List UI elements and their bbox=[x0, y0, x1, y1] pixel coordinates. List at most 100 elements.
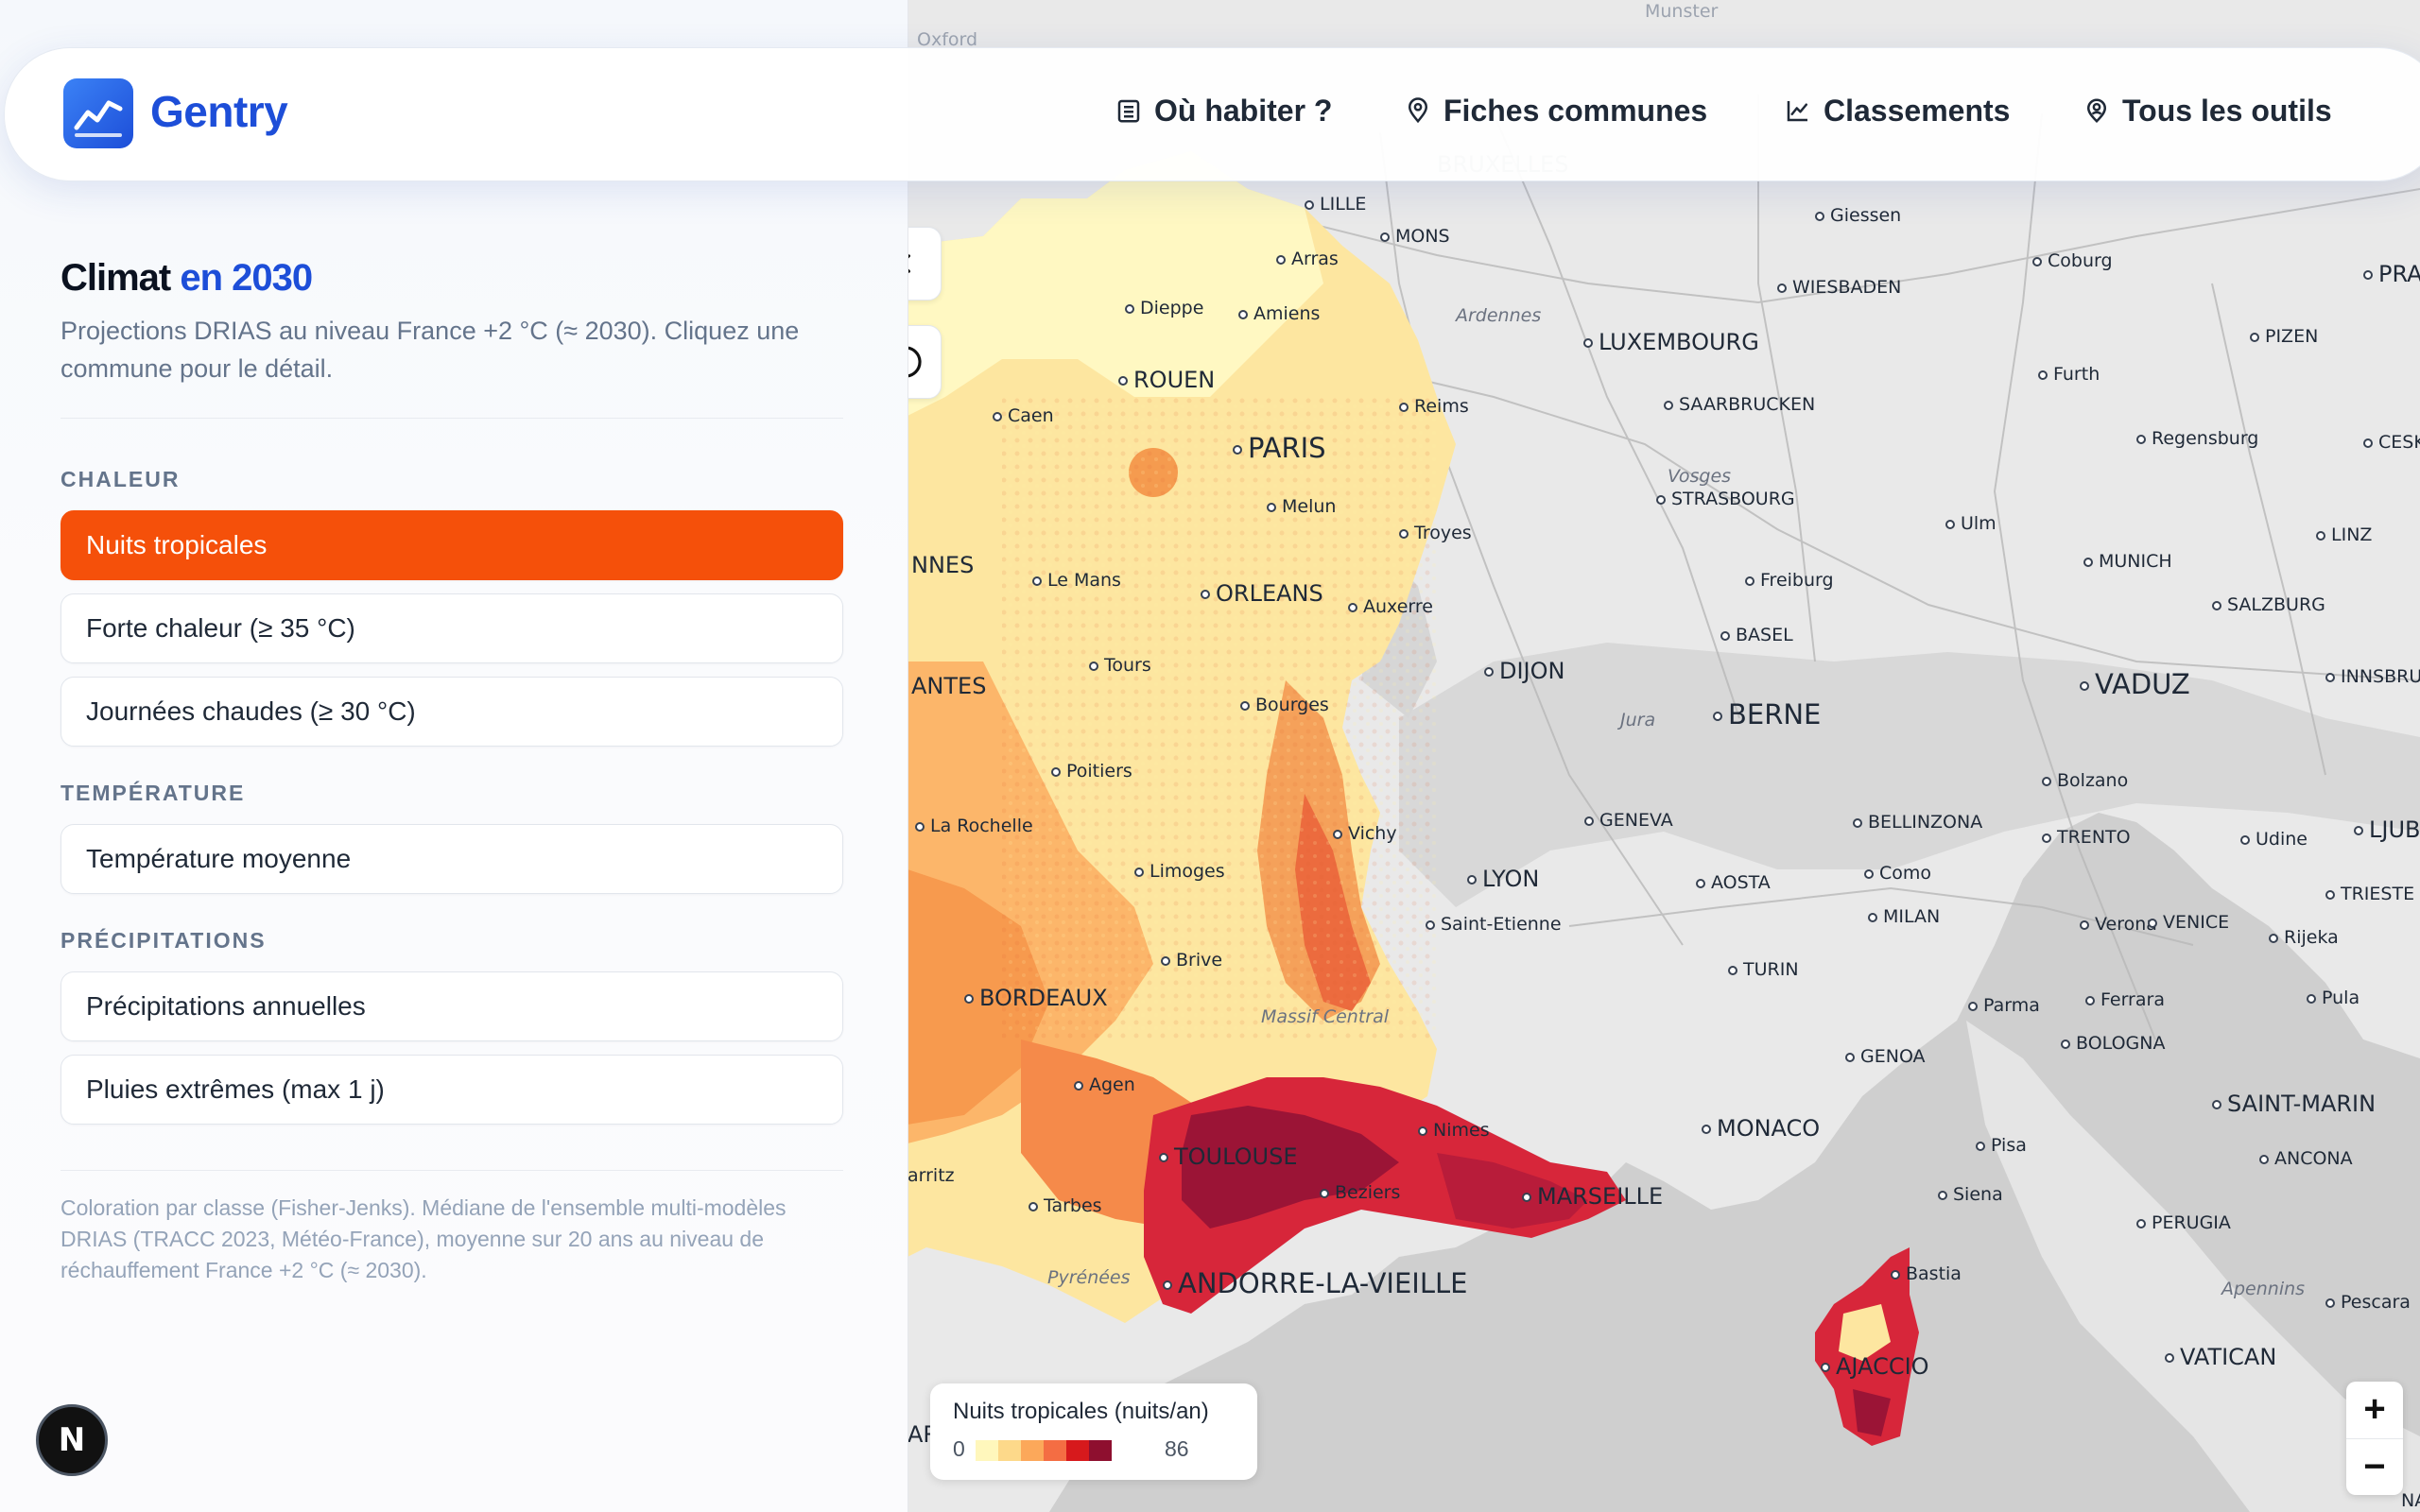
map-label: GENEVA bbox=[1584, 810, 1673, 831]
map-label-text: Limoges bbox=[1150, 861, 1225, 882]
divider bbox=[60, 1170, 843, 1171]
map-label: Bastia bbox=[1891, 1263, 1962, 1284]
map-label: Oxford bbox=[917, 29, 977, 50]
map-label: Pisa bbox=[1976, 1135, 2027, 1156]
legend-swatch bbox=[976, 1440, 998, 1461]
city-dot-icon bbox=[1976, 1141, 1985, 1151]
map-label: Siena bbox=[1938, 1184, 2003, 1205]
zoom-in-button[interactable]: + bbox=[2363, 1388, 2386, 1430]
map-label-text: Agen bbox=[1089, 1074, 1135, 1095]
map-label: Furth bbox=[2038, 364, 2100, 385]
map-label-text: Le Mans bbox=[1047, 570, 1121, 591]
map-label: Pescara bbox=[2325, 1292, 2411, 1313]
title-main: Climat bbox=[60, 257, 171, 299]
map-label-text: ORLEANS bbox=[1216, 580, 1323, 607]
city-dot-icon bbox=[1118, 376, 1128, 386]
city-dot-icon bbox=[2259, 1154, 2269, 1164]
map-label: Tarbes bbox=[1028, 1195, 1102, 1216]
city-dot-icon bbox=[2250, 332, 2259, 342]
option-pluies-extremes[interactable]: Pluies extrêmes (max 1 j) bbox=[60, 1055, 843, 1125]
city-dot-icon bbox=[1584, 816, 1594, 826]
city-dot-icon bbox=[2148, 918, 2157, 928]
city-dot-icon bbox=[1426, 919, 1435, 930]
city-dot-icon bbox=[1159, 1153, 1168, 1162]
city-dot-icon bbox=[964, 994, 974, 1004]
city-dot-icon bbox=[1720, 630, 1730, 641]
city-dot-icon bbox=[2083, 557, 2093, 567]
map-label-text: Massif Central bbox=[1261, 1006, 1390, 1027]
nav-classements[interactable]: Classements bbox=[1784, 94, 2010, 129]
map-label: Jura bbox=[1620, 710, 1655, 730]
map-label: SALZBURG bbox=[2212, 594, 2325, 615]
climate-panel: Climat en 2030 Projections DRIAS au nive… bbox=[0, 0, 908, 1512]
map-label: Limoges bbox=[1134, 861, 1225, 882]
city-dot-icon bbox=[1028, 1201, 1038, 1211]
legend-swatch bbox=[1066, 1440, 1089, 1461]
nav-label: Fiches communes bbox=[1443, 94, 1708, 128]
map-label: Troyes bbox=[1399, 523, 1472, 543]
nav-fiches-communes[interactable]: Fiches communes bbox=[1404, 94, 1707, 129]
nav-tous-les-outils[interactable]: Tous les outils bbox=[2083, 94, 2332, 129]
map-label: Verona bbox=[2080, 914, 2157, 935]
map-label: Freiburg bbox=[1745, 570, 1834, 591]
city-dot-icon bbox=[1938, 1190, 1947, 1200]
map-label: TOULOUSE bbox=[1159, 1143, 1298, 1170]
map-label: GENOA bbox=[1845, 1046, 1926, 1067]
map-label-text: Jura bbox=[1620, 710, 1656, 730]
map-label-text: Nimes bbox=[1433, 1120, 1490, 1141]
option-temperature-moyenne[interactable]: Température moyenne bbox=[60, 824, 843, 894]
city-dot-icon bbox=[1125, 303, 1134, 314]
map-label: MUNICH bbox=[2083, 551, 2172, 572]
brand-name[interactable]: Gentry bbox=[150, 87, 288, 136]
map-label-text: MONS bbox=[1395, 226, 1450, 247]
logo[interactable] bbox=[63, 78, 133, 148]
map-label: Regensburg bbox=[2136, 428, 2258, 449]
map-label: WIESBADEN bbox=[1777, 277, 1901, 298]
map-label-text: Apennins bbox=[2221, 1279, 2306, 1299]
map-pin-icon bbox=[1408, 97, 1428, 124]
info-button[interactable] bbox=[908, 325, 942, 399]
city-dot-icon bbox=[1032, 576, 1042, 586]
map-label: Melun bbox=[1267, 496, 1336, 517]
map-label-text: Freiburg bbox=[1760, 570, 1834, 591]
map-label: Ulm bbox=[1945, 513, 1996, 534]
map-label: BASEL bbox=[1720, 625, 1793, 645]
map-label-text: TRENTO bbox=[2057, 827, 2131, 848]
city-dot-icon bbox=[2307, 993, 2316, 1004]
city-dot-icon bbox=[2136, 1218, 2146, 1228]
city-dot-icon bbox=[1891, 1269, 1900, 1280]
map-label: LYON bbox=[1467, 866, 1539, 892]
option-journees-chaudes[interactable]: Journées chaudes (≥ 30 °C) bbox=[60, 677, 843, 747]
city-dot-icon bbox=[993, 411, 1002, 421]
city-dot-icon bbox=[1853, 817, 1862, 828]
map-label: Pula bbox=[2307, 988, 2360, 1008]
option-precipitations-annuelles[interactable]: Précipitations annuelles bbox=[60, 971, 843, 1041]
map-label: LJUB bbox=[2354, 816, 2420, 843]
map-label-text: TRIESTE bbox=[2341, 884, 2415, 904]
zoom-out-button[interactable]: − bbox=[2346, 1438, 2403, 1496]
top-nav-bar: Gentry Où habiter ? Fiches communes Clas… bbox=[4, 47, 2420, 181]
option-forte-chaleur[interactable]: Forte chaleur (≥ 35 °C) bbox=[60, 593, 843, 663]
map-label-text: NAPLES bbox=[2401, 1490, 2420, 1511]
map-label: ANDORRE-LA-VIEILLE bbox=[1163, 1267, 1467, 1299]
city-dot-icon bbox=[2240, 834, 2250, 845]
climate-map[interactable]: OxfordMunsterBRUXELLESLILLEMONSGiessenCo… bbox=[908, 0, 2420, 1512]
map-label-text: Pyrénées bbox=[1047, 1267, 1131, 1288]
collapse-panel-button[interactable] bbox=[908, 227, 942, 301]
nav-ou-habiter[interactable]: Où habiter ? bbox=[1115, 94, 1332, 129]
nextjs-badge[interactable]: N bbox=[36, 1404, 108, 1476]
option-nuits-tropicales[interactable]: Nuits tropicales bbox=[60, 510, 843, 580]
map-label: Parma bbox=[1968, 995, 2040, 1016]
map-label: Poitiers bbox=[1051, 761, 1132, 782]
user-pin-icon bbox=[2086, 98, 2107, 124]
map-label-text: Giessen bbox=[1830, 205, 1902, 226]
city-dot-icon bbox=[2212, 600, 2221, 610]
map-label: CESKI bbox=[2363, 432, 2420, 453]
city-dot-icon bbox=[1484, 667, 1494, 677]
city-dot-icon bbox=[1656, 494, 1666, 505]
map-label-text: Rijeka bbox=[2284, 927, 2339, 948]
city-dot-icon bbox=[1276, 254, 1286, 265]
map-label-text: La Rochelle bbox=[930, 816, 1033, 836]
map-label: NNES bbox=[911, 552, 974, 578]
map-label-text: Melun bbox=[1282, 496, 1337, 517]
